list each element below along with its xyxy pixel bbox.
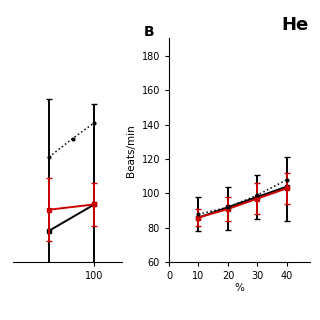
X-axis label: %: % [235, 283, 245, 293]
Text: He: He [282, 16, 309, 34]
Y-axis label: Beats/min: Beats/min [126, 124, 136, 177]
Text: B: B [144, 25, 154, 39]
